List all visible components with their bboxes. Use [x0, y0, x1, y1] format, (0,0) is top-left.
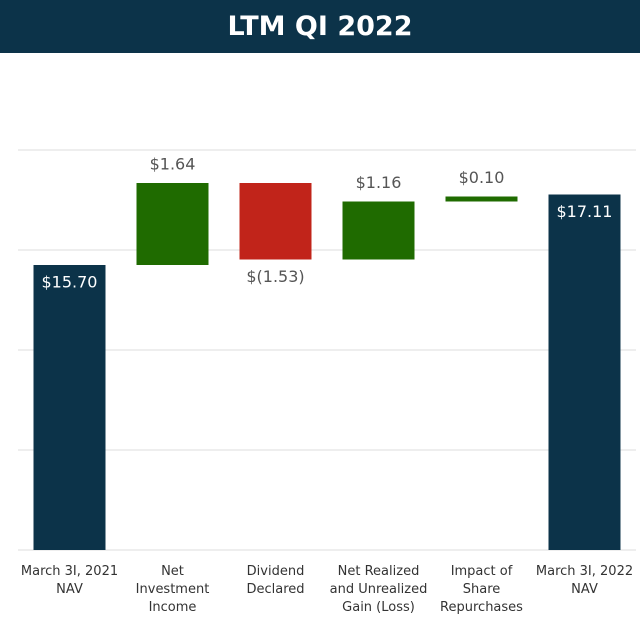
bar — [239, 183, 312, 260]
bar — [445, 196, 518, 202]
x-tick-label: Net Investment Income — [135, 564, 210, 615]
value-label: $15.70 — [42, 273, 98, 292]
value-label: $1.16 — [356, 173, 402, 192]
bar — [33, 265, 106, 550]
value-label: $1.64 — [150, 155, 196, 174]
x-tick-label: Net Realized and Unrealized Gain (Loss) — [329, 564, 428, 615]
bar — [136, 183, 209, 265]
value-label: $17.11 — [557, 202, 613, 221]
value-label: $0.10 — [459, 168, 505, 187]
bar — [342, 201, 415, 260]
x-tick-label: Dividend Declared — [246, 564, 305, 597]
x-tick-label: March 3I, 2021 NAV — [20, 564, 119, 597]
chart-title: LTM QI 2022 — [0, 0, 640, 53]
x-tick-label: Impact of Share Repurchases — [440, 564, 523, 615]
value-label: $(1.53) — [246, 267, 304, 286]
x-tick-label: March 3I, 2022 NAV — [535, 564, 634, 597]
bar — [548, 194, 621, 550]
